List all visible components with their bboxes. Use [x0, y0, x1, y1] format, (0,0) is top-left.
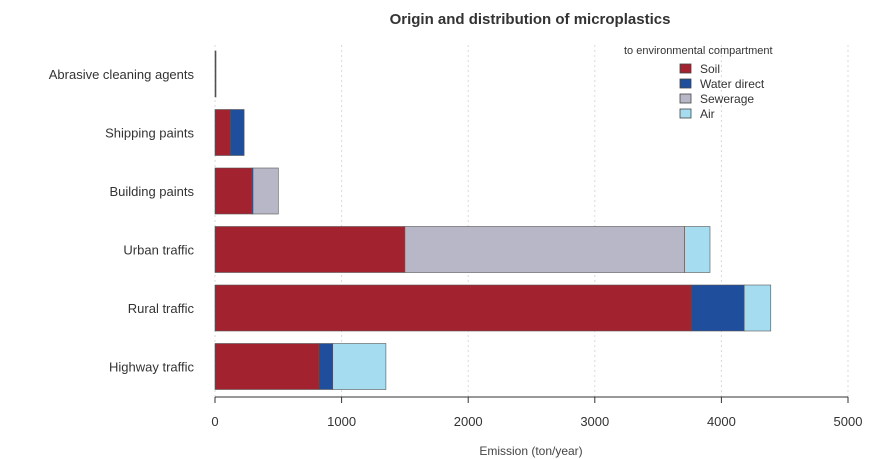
bars-layer — [214, 50, 772, 390]
bar-urban-traffic-air — [684, 226, 711, 273]
legend-label-sewerage: Sewerage — [700, 92, 754, 106]
x-tick-label: 5000 — [834, 414, 863, 429]
category-labels: Abrasive cleaning agents Shipping paints B… — [49, 67, 195, 375]
x-tick-label: 0 — [211, 414, 218, 429]
chart-title: Origin and distribution of microplastics — [390, 11, 671, 28]
category-label: Building paints — [109, 184, 194, 199]
bar-building-paints-soil — [214, 167, 253, 215]
x-tick-label: 2000 — [454, 414, 483, 429]
bar-rural-traffic-soil — [214, 284, 692, 332]
legend-title: to environmental compartment — [624, 45, 773, 57]
legend-label-air: Air — [700, 107, 715, 121]
x-tick-label: 4000 — [707, 414, 736, 429]
x-axis: 0 1000 2000 3000 4000 5000 — [211, 396, 863, 429]
x-tick-label: 3000 — [580, 414, 609, 429]
bar-urban-traffic-soil — [214, 226, 406, 273]
category-label: Urban traffic — [123, 243, 194, 258]
legend-swatch-sewerage — [679, 93, 692, 104]
bar-highway-traffic-air — [332, 343, 387, 390]
category-label: Shipping paints — [105, 126, 194, 141]
category-label: Highway traffic — [109, 360, 195, 375]
category-label: Abrasive cleaning agents — [49, 67, 195, 82]
grid-layer — [214, 45, 849, 397]
legend-swatch-air — [679, 108, 692, 119]
bar-highway-traffic-soil — [214, 343, 320, 390]
legend-label-soil: Soil — [700, 62, 720, 76]
legend-swatch-soil — [679, 63, 692, 74]
bar-urban-traffic-sewerage — [404, 226, 685, 273]
bar-shipping-paints-water-direct — [229, 109, 245, 156]
legend-swatch-water-direct — [679, 78, 692, 89]
legend-label-water-direct: Water direct — [700, 77, 765, 91]
bar-highway-traffic-water-direct — [318, 343, 334, 390]
bar-rural-traffic-water-direct — [690, 284, 745, 332]
bar-abrasive-cleaning-agents-water-direct — [214, 50, 217, 98]
x-axis-label: Emission (ton/year) — [479, 444, 582, 458]
category-label: Rural traffic — [128, 301, 195, 316]
bar-shipping-paints-soil — [214, 109, 231, 156]
x-tick-label: 1000 — [327, 414, 356, 429]
bar-building-paints-sewerage — [252, 167, 279, 215]
bar-rural-traffic-air — [743, 284, 772, 332]
